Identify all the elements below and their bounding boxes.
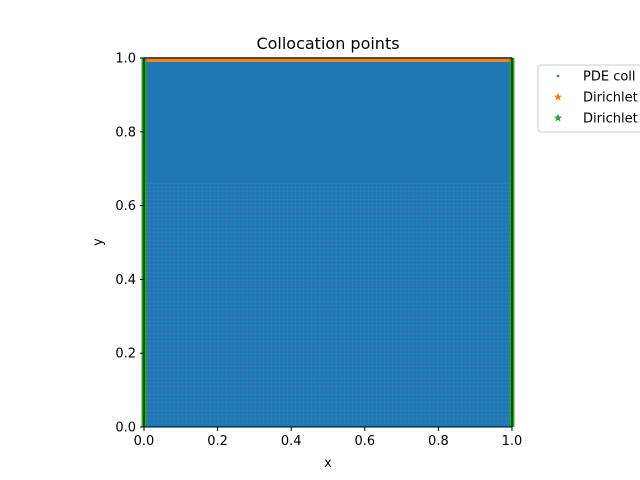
legend-box: [537, 64, 640, 133]
y-tick-label: 1.0: [115, 52, 136, 67]
dirichlet-top-points: [144, 57, 512, 62]
legend-label: Dirichlet: [583, 112, 638, 127]
pde-point-field: [145, 59, 511, 427]
x-tick-label: 0.8: [428, 434, 449, 449]
y-tick-label: 0.8: [115, 125, 136, 140]
y-axis-label: y: [91, 238, 106, 246]
legend-marker-dirichlet: [554, 92, 562, 101]
plot-area: [141, 57, 515, 428]
legend-marker-dirichlet: [554, 113, 562, 122]
x-axis-label: x: [324, 456, 332, 471]
x-tick-label: 0.6: [354, 434, 375, 449]
x-axis-ticks: 0.0 0.2 0.4 0.6 0.8 1.0: [134, 427, 523, 449]
legend-marker-pde: [556, 74, 560, 78]
y-tick-label: 0.2: [115, 347, 136, 362]
x-tick-label: 0.2: [207, 434, 228, 449]
y-tick-label: 0.6: [115, 199, 136, 214]
x-tick-label: 0.4: [281, 434, 302, 449]
y-tick-label: 0.4: [115, 273, 136, 288]
legend: PDE coll Dirichlet Dirichlet: [537, 64, 640, 133]
legend-label: PDE coll: [583, 70, 636, 85]
legend-label: Dirichlet: [583, 91, 638, 106]
chart-title: Collocation points: [256, 34, 399, 53]
dirichlet-top-point: [144, 57, 512, 62]
y-tick-label: 0.0: [115, 421, 136, 436]
x-tick-label: 1.0: [502, 434, 523, 449]
pde-collocation-points: [145, 59, 511, 428]
plot-frame: [143, 57, 513, 428]
x-tick-label: 0.0: [134, 434, 155, 449]
y-axis-ticks: 0.0 0.2 0.4 0.6 0.8 1.0: [115, 52, 144, 436]
